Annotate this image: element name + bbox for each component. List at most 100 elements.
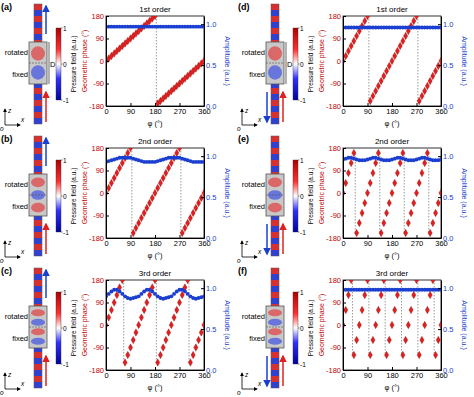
point xyxy=(417,97,421,104)
plot-frame xyxy=(343,148,441,238)
point xyxy=(425,82,429,89)
point xyxy=(374,159,378,166)
schematic: rotatedfixedzxo10-1Pressure field (a.u.) xyxy=(237,136,315,264)
colorbar-tick-label: -1 xyxy=(300,97,306,104)
tick-mark xyxy=(106,303,109,304)
axis-icon-label: o xyxy=(0,125,4,132)
tick-label: 90 xyxy=(333,166,341,175)
point xyxy=(137,219,141,226)
block-field xyxy=(31,203,45,213)
tick-label: 0.5 xyxy=(443,325,453,334)
tick-label: 0 xyxy=(341,239,345,248)
point xyxy=(199,329,203,336)
point xyxy=(109,306,113,313)
rotated-label: rotated xyxy=(242,312,265,321)
tick: 0 xyxy=(100,57,109,66)
point xyxy=(153,280,157,284)
tick-mark xyxy=(106,280,109,281)
tick-mark xyxy=(131,103,132,106)
tick: 180 xyxy=(386,103,399,116)
tick-label: 180 xyxy=(149,371,162,380)
point xyxy=(164,336,168,343)
fixed-label: fixed xyxy=(12,334,28,343)
axis: 0.00.51.0 xyxy=(201,281,216,375)
panel-label: (f) xyxy=(238,266,247,276)
axis-icon-label: z xyxy=(244,107,249,114)
tick-mark xyxy=(106,193,109,194)
tick-mark xyxy=(106,238,109,239)
point xyxy=(139,314,143,321)
waveguide-stripe xyxy=(34,94,42,100)
block-field xyxy=(31,65,45,79)
axis: -180-90090180 xyxy=(326,12,346,111)
axis: 090180270360 xyxy=(104,367,210,380)
waveguide-stripe xyxy=(271,106,279,112)
tick-label: 1.0 xyxy=(206,284,216,293)
plot-area xyxy=(343,16,441,105)
point xyxy=(196,336,200,343)
point xyxy=(175,149,179,156)
point xyxy=(420,169,424,176)
tick-label: 180 xyxy=(149,107,162,116)
rotated-label: rotated xyxy=(242,48,265,57)
tick-label: 90 xyxy=(127,371,135,380)
rotated-block xyxy=(266,174,284,216)
tick-label: 0 xyxy=(100,57,104,66)
waveguide-stripe xyxy=(34,34,42,40)
point xyxy=(346,47,350,54)
point xyxy=(117,164,121,171)
tick-label: 180 xyxy=(91,144,104,153)
tick: 90 xyxy=(333,298,346,307)
tick-mark xyxy=(368,103,369,106)
tick-label: 180 xyxy=(386,107,399,116)
tick-label: 0.5 xyxy=(443,61,453,70)
tick-mark xyxy=(438,24,441,25)
tick: 180 xyxy=(149,103,162,116)
tick: 0.0 xyxy=(201,366,216,375)
tick: 0.5 xyxy=(201,61,216,70)
chart-title: 2nd order xyxy=(138,137,173,146)
tick: -90 xyxy=(330,343,346,352)
point xyxy=(123,359,127,366)
tick: 180 xyxy=(328,12,346,21)
point xyxy=(145,299,149,306)
y-axis-title: Geometric phase (°) xyxy=(81,30,89,93)
tick-mark xyxy=(155,103,156,106)
axis-icon xyxy=(242,257,257,258)
waveguide-stripe xyxy=(34,106,42,112)
axis: 0.00.51.0 xyxy=(438,281,453,375)
tick-label: 90 xyxy=(96,166,104,175)
tick-mark xyxy=(417,367,418,370)
fixed-label: fixed xyxy=(249,202,265,211)
arrow-in xyxy=(282,92,284,122)
point xyxy=(387,336,391,343)
series xyxy=(106,280,204,366)
waveguide-stripe xyxy=(34,88,42,94)
point xyxy=(401,149,405,156)
waveguide-stripe xyxy=(34,160,42,166)
point xyxy=(414,280,418,284)
colorbar-tick-label: -1 xyxy=(63,229,69,236)
tick: 90 xyxy=(364,235,372,248)
point xyxy=(191,209,195,216)
tick-mark xyxy=(155,367,156,370)
tick: 90 xyxy=(96,166,109,175)
point xyxy=(169,159,173,166)
rotated-label: rotated xyxy=(5,180,28,189)
waveguide-stripe xyxy=(271,244,279,250)
axis: 0.00.51.0 xyxy=(201,149,216,243)
plot-frame xyxy=(343,16,441,106)
schematic: rotatedfixedzxo10-1Pressure field (a.u.) xyxy=(237,268,315,396)
tick-mark xyxy=(392,103,393,106)
y-axis-title: Geometric phase (°) xyxy=(318,162,326,225)
point xyxy=(202,57,204,64)
waveguide-stripe xyxy=(271,22,279,28)
tick: -180 xyxy=(89,234,109,243)
tick-label: 0 xyxy=(104,239,108,248)
axis-icon-label: x xyxy=(20,380,25,387)
panel: (f)rotatedfixedzxo10-1Pressure field (a.… xyxy=(237,266,468,396)
waveguide-stripe xyxy=(271,4,279,10)
x-axis-title: φ (°) xyxy=(148,383,163,392)
point xyxy=(188,359,192,366)
axis-icon-label: z xyxy=(7,107,12,114)
